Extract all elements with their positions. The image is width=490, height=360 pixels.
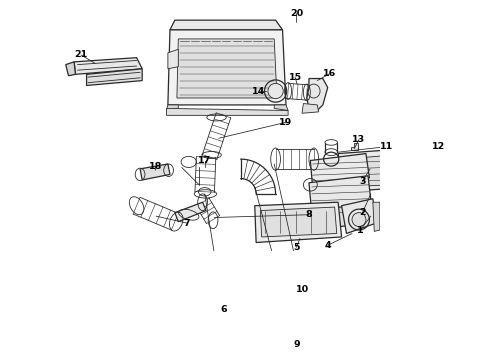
Text: 20: 20 [290,9,303,18]
Text: 3: 3 [359,177,366,186]
Polygon shape [302,104,318,113]
Polygon shape [351,143,358,150]
Polygon shape [338,150,392,192]
Text: 8: 8 [306,210,312,219]
Polygon shape [140,164,170,180]
Polygon shape [170,20,283,30]
Polygon shape [343,156,390,187]
Polygon shape [255,202,342,243]
Polygon shape [167,108,288,115]
Polygon shape [310,154,369,185]
Polygon shape [168,49,178,69]
Text: 6: 6 [220,305,227,314]
Text: 7: 7 [183,219,190,228]
Text: 4: 4 [324,241,331,250]
Ellipse shape [352,213,366,226]
Ellipse shape [268,84,283,99]
Polygon shape [167,105,178,111]
Text: 21: 21 [74,50,88,59]
Polygon shape [177,39,277,98]
Text: 13: 13 [352,135,366,144]
Text: 12: 12 [432,142,445,151]
Text: 14: 14 [252,86,266,95]
Text: 10: 10 [295,284,309,293]
Text: 2: 2 [359,208,366,217]
Polygon shape [373,202,380,231]
Text: 1: 1 [357,225,364,234]
Polygon shape [310,204,370,230]
Polygon shape [87,69,142,85]
Text: 9: 9 [293,340,300,349]
Text: 17: 17 [198,156,211,165]
Polygon shape [260,207,337,237]
Polygon shape [74,58,142,75]
Polygon shape [168,30,286,105]
Text: 19: 19 [279,118,293,127]
Polygon shape [175,202,206,222]
Text: 11: 11 [380,142,393,151]
Text: 15: 15 [289,73,302,82]
Text: 5: 5 [293,243,300,252]
Polygon shape [342,199,376,234]
Polygon shape [309,176,371,213]
Polygon shape [307,78,328,111]
Text: 18: 18 [149,162,163,171]
Text: 16: 16 [323,69,337,78]
Polygon shape [274,105,288,111]
Polygon shape [66,62,75,76]
